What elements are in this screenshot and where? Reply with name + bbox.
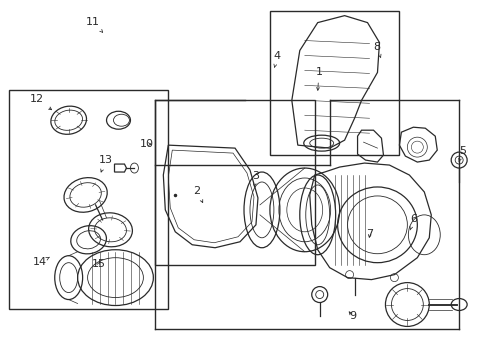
Text: 15: 15 xyxy=(91,259,105,269)
Text: 11: 11 xyxy=(86,17,102,32)
Text: 9: 9 xyxy=(348,311,356,321)
Text: 14: 14 xyxy=(33,257,49,267)
Text: 13: 13 xyxy=(98,155,112,172)
Bar xyxy=(269,11,399,155)
Text: 6: 6 xyxy=(409,215,416,230)
Text: 12: 12 xyxy=(30,94,51,110)
Text: 7: 7 xyxy=(366,229,373,239)
Text: 5: 5 xyxy=(458,146,465,162)
Text: 3: 3 xyxy=(252,171,259,187)
Bar xyxy=(9,90,168,310)
Text: 2: 2 xyxy=(193,186,203,203)
Text: 1: 1 xyxy=(315,67,322,90)
Text: 8: 8 xyxy=(373,42,380,58)
Text: 10: 10 xyxy=(140,139,153,149)
Text: 4: 4 xyxy=(273,51,280,67)
Bar xyxy=(155,100,314,265)
